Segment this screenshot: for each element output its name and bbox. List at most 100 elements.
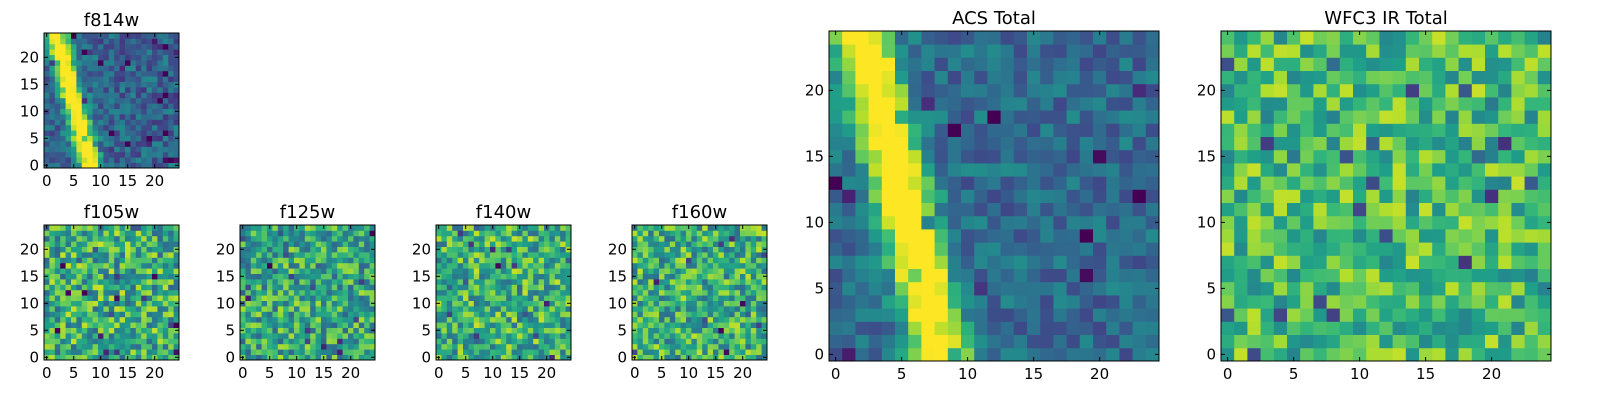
heat-cell [468, 300, 475, 307]
heat-cell [87, 70, 93, 77]
heat-cell [868, 149, 883, 164]
heat-cell [713, 246, 719, 253]
heat-cell [267, 300, 273, 307]
heat-cell [1013, 268, 1028, 283]
heat-cell [267, 279, 273, 285]
heat-cell [81, 103, 88, 109]
heat-cell [441, 333, 448, 339]
heat-cell [1405, 176, 1420, 190]
heat-cell [125, 119, 131, 126]
heat-cell [54, 76, 61, 82]
heat-cell [54, 135, 61, 142]
heat-cell [1119, 97, 1133, 111]
heat-cell [1273, 149, 1288, 164]
heat-cell [560, 279, 566, 285]
heat-cell [135, 338, 142, 345]
heat-cell [544, 230, 550, 237]
heat-cell [240, 289, 246, 296]
heat-cell [1247, 242, 1261, 256]
heat-cell [533, 235, 539, 242]
heat-cell [756, 322, 762, 328]
heat-cell [707, 343, 714, 350]
heat-cell [734, 327, 741, 334]
heat-cell [315, 333, 322, 339]
heat-cell [152, 349, 158, 355]
heat-cell [842, 268, 856, 283]
heat-cell [511, 262, 518, 269]
heat-cell [1000, 176, 1015, 190]
heat-cell [441, 354, 448, 361]
heat-cell [664, 257, 671, 264]
heat-cell [326, 246, 333, 253]
heat-cell [1079, 57, 1094, 71]
heat-cell [108, 108, 115, 115]
heat-cell [125, 49, 131, 55]
heat-cell [1485, 110, 1499, 124]
heat-cell [1066, 295, 1081, 309]
heat-cell [108, 124, 115, 131]
heat-cell [81, 322, 88, 328]
x-tick-label: 20 [537, 364, 556, 382]
heat-cell [987, 189, 1001, 203]
heat-cell [76, 97, 83, 104]
heat-cell [745, 338, 752, 345]
heat-cell [653, 252, 660, 258]
heat-cell [696, 284, 703, 291]
heat-cell [108, 230, 115, 237]
heat-cell [1145, 255, 1160, 269]
heat-cell [680, 306, 687, 312]
heat-cell [457, 295, 464, 301]
heat-cell [1379, 347, 1393, 362]
heat-cell [267, 311, 273, 318]
heat-cell [1247, 295, 1261, 309]
heat-cell [637, 300, 644, 307]
x-tick-label: 0 [1223, 365, 1233, 383]
heat-cell [500, 316, 507, 323]
heat-cell [664, 316, 671, 323]
heat-cell [1419, 149, 1433, 164]
heat-cell [511, 235, 518, 242]
heat-cell [632, 284, 638, 291]
heat-cell [554, 235, 561, 242]
heat-cell [348, 262, 354, 269]
heat-cell [108, 306, 115, 312]
heat-cell [842, 110, 856, 124]
heat-cell [358, 333, 365, 339]
heat-cell [92, 49, 99, 55]
heat-cell [468, 343, 475, 350]
heat-cell [463, 279, 469, 285]
heat-cell [272, 246, 279, 253]
x-tick-label: 0 [630, 364, 640, 382]
heat-cell [261, 225, 268, 231]
heat-cell [1145, 242, 1160, 256]
heat-cell [1379, 57, 1393, 71]
heat-cell [947, 268, 962, 283]
heat-cell [533, 343, 539, 350]
heat-cell [87, 97, 93, 104]
heat-cell [1458, 110, 1473, 124]
heat-cell [908, 189, 922, 203]
heat-cell [152, 252, 158, 258]
heat-cell [522, 306, 529, 312]
heat-cell [961, 242, 975, 256]
heat-cell [895, 295, 909, 309]
heat-cell [664, 235, 671, 242]
heat-cell [1093, 83, 1107, 98]
heat-cell [669, 316, 676, 323]
heat-cell [921, 334, 935, 349]
heat-cell [691, 241, 698, 247]
heat-cell [114, 38, 120, 45]
heat-cell [1066, 189, 1081, 203]
heat-cell [653, 338, 660, 345]
y-tick-label: 5 [617, 321, 627, 339]
heat-cell [495, 262, 502, 269]
heat-cell [1419, 268, 1433, 283]
heat-cell [675, 343, 681, 350]
heat-cell [103, 343, 110, 350]
heat-cell [511, 230, 518, 237]
heat-cell [304, 273, 311, 280]
heat-cell [538, 338, 545, 345]
heat-cell [463, 327, 469, 334]
heat-cell [495, 230, 502, 237]
heat-cell [1300, 136, 1314, 151]
